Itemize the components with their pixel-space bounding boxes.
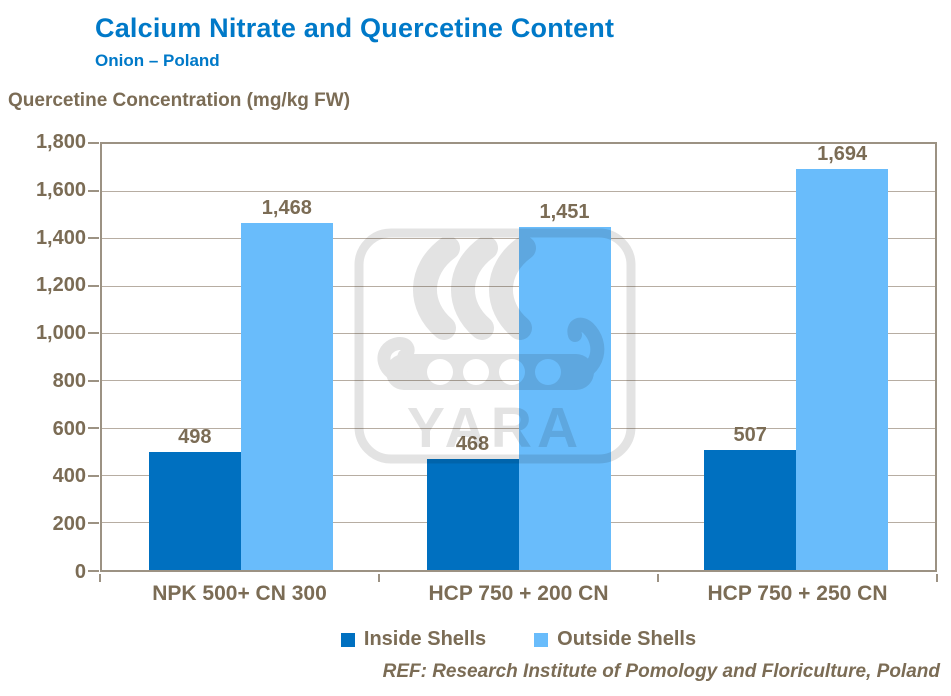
bar-value-label: 1,451	[539, 200, 590, 223]
plot-area: 498 1,468 468 1,451 507 1,694	[100, 142, 937, 572]
y-axis-title: Quercetine Concentration (mg/kg FW)	[8, 90, 351, 111]
y-tick-label: 600	[52, 417, 86, 440]
y-tick-mark	[88, 427, 99, 430]
bar-inside-shells	[148, 452, 241, 570]
legend-item-outside-shells: Outside Shells	[534, 628, 696, 651]
bar-value-label: 1,468	[261, 196, 312, 219]
reference-text: REF: Research Institute of Pomology and …	[382, 661, 940, 682]
y-tick-label: 1,800	[35, 131, 86, 153]
legend-swatch-icon	[534, 632, 549, 647]
bar-outside-shells	[796, 169, 889, 570]
y-tick-label: 1,000	[35, 322, 86, 345]
bar-inside-shells	[704, 450, 797, 570]
y-tick-label: 1,600	[35, 178, 86, 201]
bar-value-label: 1,694	[817, 143, 868, 166]
x-axis-ticks	[0, 574, 951, 582]
y-tick-mark	[88, 142, 99, 144]
x-category-label: HCP 750 + 250 CN	[707, 582, 888, 605]
x-category-label: NPK 500+ CN 300	[152, 582, 327, 605]
page-title: Calcium Nitrate and Quercetine Content	[95, 13, 615, 43]
y-tick-mark	[88, 332, 99, 335]
legend-item-inside-shells: Inside Shells	[340, 628, 487, 651]
legend-label: Outside Shells	[557, 628, 697, 650]
x-tick-mark	[657, 574, 659, 582]
x-tick-mark	[99, 574, 101, 582]
x-tick-mark	[936, 574, 938, 582]
y-tick-mark	[88, 474, 99, 477]
bar-value-label: 498	[178, 426, 212, 449]
y-tick-label: 400	[52, 465, 86, 488]
legend: Inside Shells Outside Shells	[100, 628, 937, 651]
y-tick-label: 800	[52, 369, 86, 392]
y-tick-label: 200	[52, 513, 86, 536]
y-tick-mark	[88, 189, 99, 192]
y-tick-mark	[88, 284, 99, 287]
y-axis-tick-labels: 0 200 400 600 800 1,000 1,200 1,400 1,600 1,800	[0, 131, 86, 583]
y-tick-mark	[88, 237, 99, 240]
y-tick-mark	[88, 570, 99, 572]
y-tick-label: 1,400	[35, 226, 86, 249]
y-tick-label: 1,200	[35, 274, 86, 297]
x-category-label: HCP 750 + 200 CN	[428, 582, 609, 605]
bar-value-label: 507	[733, 424, 767, 447]
legend-swatch-icon	[340, 632, 355, 647]
page-subtitle: Onion – Poland	[95, 51, 220, 70]
y-tick-label: 0	[74, 561, 86, 583]
x-axis-labels: NPK 500+ CN 300 HCP 750 + 200 CN HCP 750 +…	[100, 582, 937, 606]
bar-outside-shells	[518, 226, 611, 570]
y-tick-mark	[88, 522, 99, 525]
bar-series: 498 1,468 468 1,451 507 1,694	[102, 143, 935, 570]
y-axis-ticks	[88, 142, 99, 572]
bar-inside-shells	[426, 459, 519, 570]
legend-label: Inside Shells	[363, 628, 487, 650]
gridline	[102, 190, 935, 192]
x-tick-mark	[378, 574, 380, 582]
bar-outside-shells	[240, 222, 333, 570]
bar-value-label: 468	[455, 433, 490, 456]
y-tick-mark	[88, 379, 99, 382]
